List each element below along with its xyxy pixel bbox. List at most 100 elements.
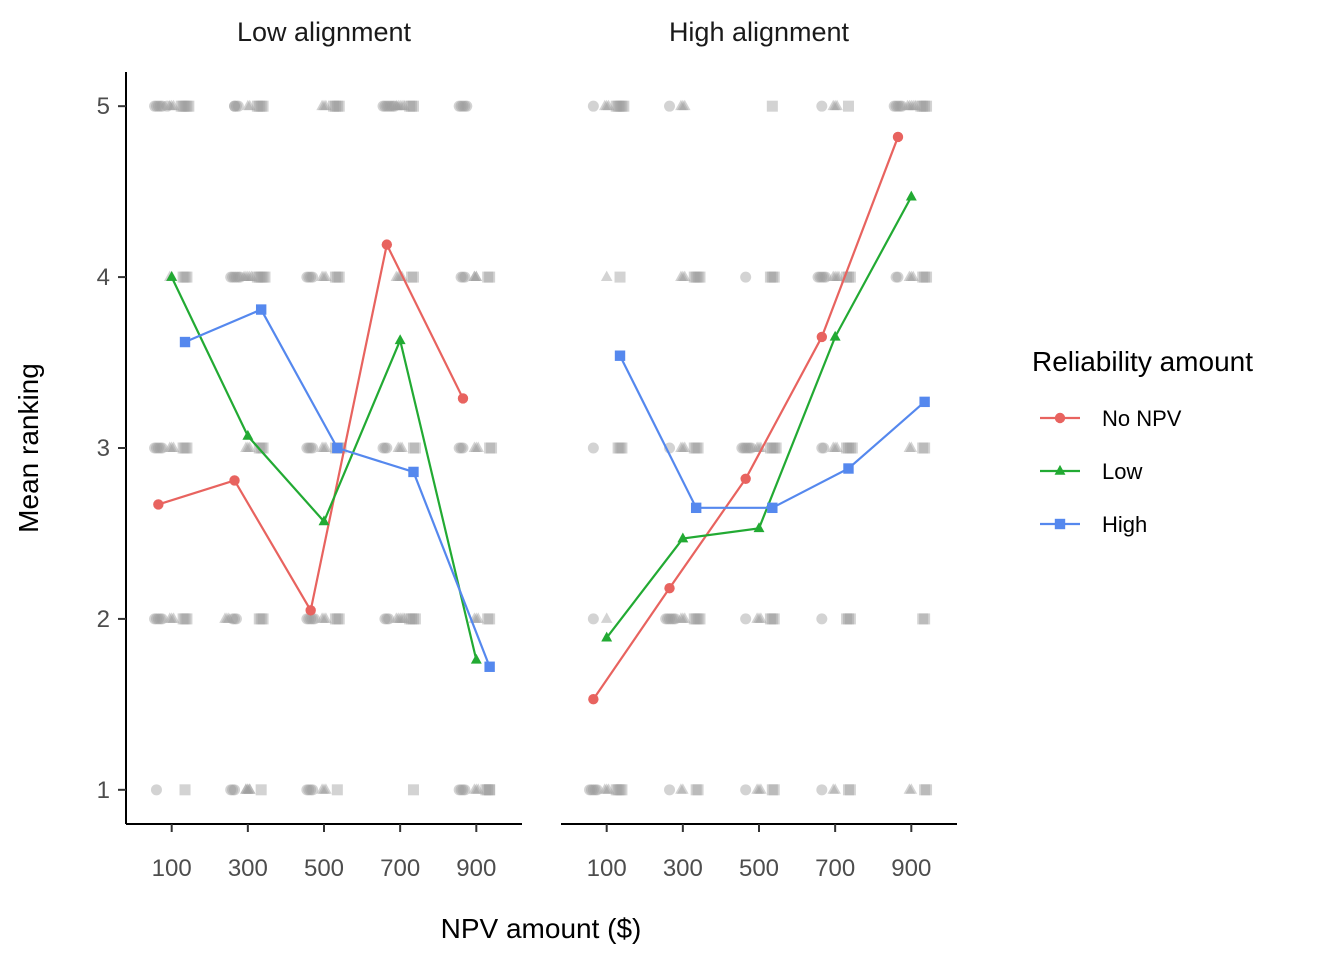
series-point <box>470 653 482 664</box>
raw-point <box>602 99 615 111</box>
raw-point <box>307 613 319 625</box>
raw-point <box>457 784 469 796</box>
x-tick-label: 900 <box>456 855 496 882</box>
raw-point <box>320 783 332 794</box>
raw-point <box>903 783 916 794</box>
raw-point <box>461 100 473 112</box>
raw-point <box>242 270 254 282</box>
raw-point <box>766 784 778 796</box>
raw-point <box>318 783 330 794</box>
raw-point <box>316 99 328 111</box>
legend-label: No NPV <box>1102 406 1182 431</box>
raw-point <box>149 442 161 454</box>
raw-point <box>245 270 258 282</box>
raw-point <box>257 442 269 454</box>
raw-point <box>690 271 702 283</box>
raw-point <box>616 784 628 796</box>
raw-point <box>457 442 469 454</box>
raw-point <box>614 271 626 283</box>
raw-point <box>600 99 613 111</box>
raw-point <box>740 784 752 796</box>
raw-point <box>240 441 252 452</box>
series-point <box>318 515 330 526</box>
raw-point <box>333 271 345 283</box>
raw-point <box>383 100 395 112</box>
raw-point <box>694 613 706 625</box>
series-point <box>767 502 778 514</box>
raw-point <box>243 270 256 282</box>
raw-point <box>664 784 676 796</box>
raw-point <box>318 270 330 282</box>
raw-point <box>818 442 830 454</box>
raw-point <box>457 271 469 283</box>
raw-point <box>766 613 778 625</box>
raw-point <box>827 99 840 111</box>
raw-point <box>165 441 178 452</box>
raw-point <box>612 100 624 112</box>
raw-point <box>329 271 341 283</box>
raw-point <box>587 613 599 625</box>
raw-point <box>305 442 317 454</box>
raw-point <box>152 100 164 112</box>
raw-point <box>305 271 317 283</box>
x-tick-label: 700 <box>380 855 420 882</box>
raw-point <box>320 441 332 452</box>
raw-point <box>396 612 408 623</box>
raw-point <box>903 99 916 111</box>
series-point <box>677 532 689 543</box>
raw-point <box>919 613 931 625</box>
raw-point <box>614 100 626 112</box>
raw-point <box>484 784 496 796</box>
raw-point <box>842 442 854 454</box>
raw-point <box>301 442 313 454</box>
raw-point <box>316 270 328 282</box>
raw-point <box>232 271 244 283</box>
raw-point <box>921 100 933 112</box>
raw-point <box>161 100 173 112</box>
raw-point <box>154 613 166 625</box>
raw-point <box>896 100 908 112</box>
series-line <box>158 241 464 614</box>
raw-point <box>829 783 841 794</box>
raw-point <box>230 271 242 283</box>
raw-point <box>379 442 391 454</box>
raw-point <box>677 783 689 794</box>
raw-point <box>812 271 824 283</box>
raw-point <box>453 442 465 454</box>
raw-point <box>664 100 676 112</box>
series-point <box>601 631 613 642</box>
raw-point <box>678 99 691 111</box>
raw-point <box>301 613 313 625</box>
raw-point <box>381 613 393 625</box>
raw-point <box>253 271 265 283</box>
series-point <box>690 502 702 514</box>
raw-point <box>305 613 317 625</box>
legend-label: High <box>1102 512 1147 537</box>
raw-point <box>599 783 611 794</box>
raw-point <box>584 784 596 796</box>
series-point <box>179 336 191 348</box>
series-point <box>919 396 930 408</box>
raw-point <box>753 612 765 623</box>
raw-point <box>225 784 237 796</box>
raw-point <box>303 271 315 283</box>
raw-point <box>255 100 267 112</box>
raw-point <box>665 613 677 625</box>
raw-point <box>842 100 854 112</box>
raw-point <box>816 784 828 796</box>
raw-point <box>177 613 189 625</box>
raw-point <box>905 441 918 452</box>
y-tick-label: 1 <box>97 777 110 804</box>
y-tick-label: 2 <box>97 606 110 633</box>
raw-point <box>841 271 853 283</box>
raw-point <box>181 271 193 283</box>
series-point <box>457 393 469 404</box>
raw-point <box>844 613 856 625</box>
raw-point <box>585 784 597 796</box>
raw-point <box>742 442 754 454</box>
raw-point <box>243 783 256 794</box>
raw-point <box>677 441 689 452</box>
raw-point <box>255 784 267 796</box>
raw-point <box>156 442 168 454</box>
raw-point <box>303 784 315 796</box>
